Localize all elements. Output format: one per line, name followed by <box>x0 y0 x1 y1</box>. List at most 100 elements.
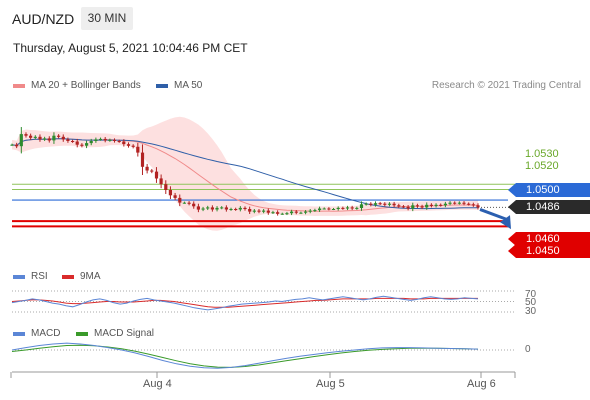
forecast-arrow-head <box>500 215 511 230</box>
candle-body <box>280 213 284 215</box>
research-credit: Research © 2021 Trading Central <box>431 80 581 91</box>
resistance-1-label: 1.0520 <box>525 160 559 172</box>
candle-body <box>252 210 256 212</box>
macd-signal-swatch <box>76 331 88 336</box>
legend-ma20: MA 20 + Bollinger Bands <box>13 80 141 91</box>
macd-signal-label: MACD Signal <box>94 328 155 339</box>
ma20-swatch <box>13 83 25 88</box>
candle-body <box>43 138 47 140</box>
candle-body <box>15 144 19 147</box>
candle-body <box>299 212 303 214</box>
candle-body <box>476 205 480 208</box>
macd-swatch <box>13 331 25 336</box>
candle-body <box>411 205 415 209</box>
candle-body <box>196 206 200 210</box>
macd-zero-label: 0 <box>525 344 531 355</box>
candle-body <box>453 202 457 204</box>
rsi-label: RSI <box>31 271 48 282</box>
rsi-ma-label: 9MA <box>80 271 101 282</box>
candle-body <box>98 138 103 140</box>
candle-body <box>304 211 308 213</box>
candle-body <box>215 207 219 210</box>
candle-body <box>387 203 392 205</box>
candle-body <box>318 208 322 211</box>
candle-body <box>355 207 359 209</box>
candle-body <box>327 208 331 210</box>
candle-body <box>457 202 461 204</box>
support-2-tag-tip <box>508 244 516 258</box>
candle-body <box>276 212 280 214</box>
candle-body <box>131 145 135 147</box>
candle-body <box>448 202 452 204</box>
rsi-30-label: 30 <box>525 306 537 317</box>
x-tick-aug6: Aug 6 <box>467 378 496 390</box>
candle-body <box>406 206 410 209</box>
candle-body <box>29 135 33 138</box>
last-price-tag: 1.0486 <box>516 200 590 214</box>
macd-line <box>11 342 479 369</box>
candle-body <box>47 138 51 141</box>
candle-body <box>373 203 378 205</box>
symbol-title: AUD/NZD <box>12 11 75 27</box>
candle-body <box>294 211 298 213</box>
candle-body <box>364 203 368 205</box>
legend-rsi: RSI <box>13 271 48 282</box>
pivot-tag: 1.0500 <box>516 183 590 197</box>
candle-body <box>248 209 252 212</box>
rsi-swatch <box>13 274 25 279</box>
candle-body <box>112 139 117 141</box>
candle-body <box>164 184 168 190</box>
candle-body <box>257 210 261 212</box>
legend-rsi-ma: 9MA <box>62 271 101 282</box>
candle-body <box>85 143 89 146</box>
candle-body <box>359 204 364 208</box>
candle-body <box>103 138 107 141</box>
forecast-arrow-shaft <box>479 208 507 221</box>
candle-body <box>467 203 471 205</box>
rsi-50-label: 50 <box>525 297 537 308</box>
x-tick-aug5: Aug 5 <box>316 378 345 390</box>
candle-body <box>238 207 242 210</box>
candle-body <box>210 207 214 210</box>
candle-body <box>234 209 238 210</box>
candle-body <box>182 202 186 204</box>
candle-body <box>136 146 140 153</box>
candle-body <box>434 204 438 206</box>
chart-header: AUD/NZD 30 MIN <box>0 0 590 34</box>
candle-body <box>471 204 475 206</box>
candle-body <box>178 197 182 203</box>
candle-body <box>140 152 145 167</box>
candle-body <box>229 209 233 210</box>
candle-body <box>439 204 443 206</box>
candle-body <box>19 134 23 147</box>
macd-label: MACD <box>31 328 61 339</box>
candle-body <box>462 202 466 204</box>
support-2-tag: 1.0450 <box>516 244 590 258</box>
candle-body <box>159 178 163 185</box>
support-1-tag-tip <box>508 232 516 246</box>
candle-body <box>392 203 396 206</box>
support-1-tag: 1.0460 <box>516 232 590 246</box>
candle-body <box>350 207 354 209</box>
candle-body <box>71 141 75 142</box>
ma50-line <box>11 138 478 210</box>
candle-body <box>271 212 275 214</box>
rsi-70-label: 70 <box>525 289 537 300</box>
legend-ma50: MA 50 <box>156 80 202 91</box>
candle-body <box>108 139 112 141</box>
candle-body <box>341 207 345 209</box>
candle-body <box>38 136 42 140</box>
candle-body <box>224 207 228 210</box>
last-price-tag-tip <box>508 200 516 214</box>
timeframe-button[interactable]: 30 MIN <box>81 7 133 30</box>
candle-body <box>150 170 154 172</box>
ma50-label: MA 50 <box>174 80 203 91</box>
legend-macd-signal: MACD Signal <box>76 328 154 339</box>
candle-body <box>187 202 191 204</box>
candle-body <box>397 205 401 207</box>
macd-signal-line <box>11 344 479 368</box>
candle-body <box>201 208 205 210</box>
candle-body <box>80 144 84 146</box>
candle-body <box>322 208 326 210</box>
